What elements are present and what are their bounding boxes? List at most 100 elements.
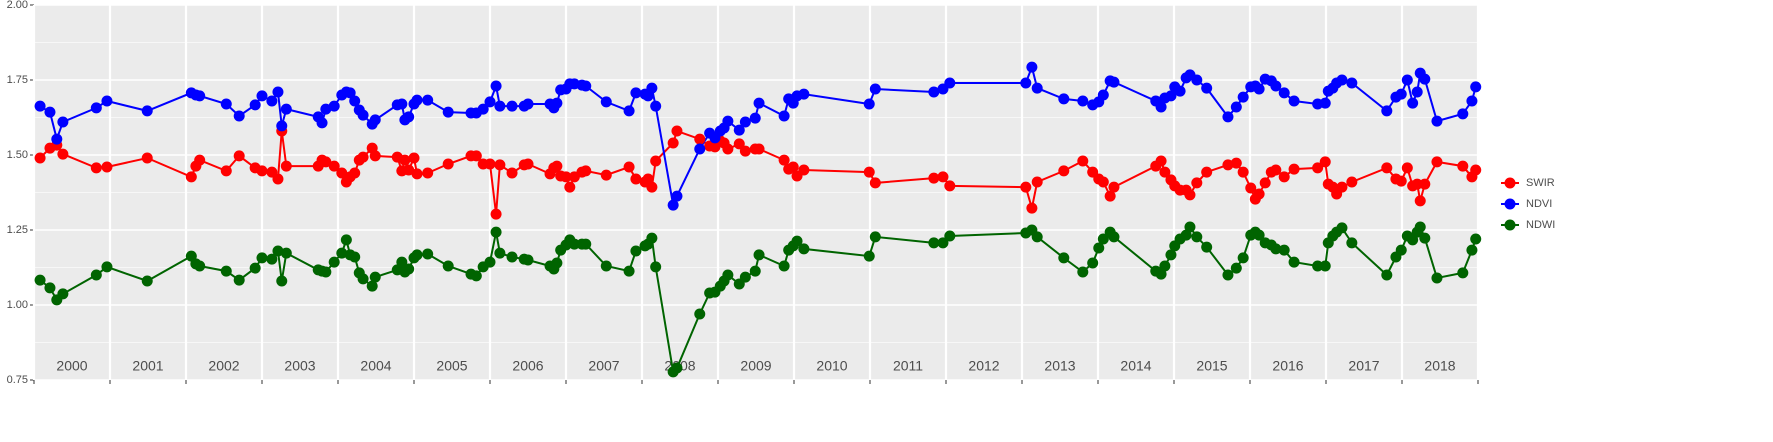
data-point bbox=[1077, 155, 1089, 167]
legend-key-point bbox=[1504, 219, 1516, 231]
data-point bbox=[194, 154, 206, 166]
data-point bbox=[753, 97, 765, 109]
data-point bbox=[1278, 244, 1290, 256]
data-point bbox=[141, 105, 153, 117]
data-point bbox=[369, 114, 381, 126]
data-point bbox=[256, 90, 268, 102]
data-point bbox=[1165, 249, 1177, 261]
data-point bbox=[349, 95, 361, 107]
y-tick-label: 1.00 bbox=[7, 299, 28, 311]
legend-label: NDWI bbox=[1526, 219, 1555, 231]
data-point bbox=[320, 156, 332, 168]
data-point bbox=[739, 145, 751, 157]
data-point bbox=[1093, 242, 1105, 254]
data-point bbox=[344, 87, 356, 99]
data-point bbox=[1270, 164, 1282, 176]
data-point bbox=[1237, 166, 1249, 178]
data-point bbox=[1108, 231, 1120, 243]
data-point bbox=[1288, 95, 1300, 107]
data-point bbox=[233, 110, 245, 122]
data-point bbox=[141, 275, 153, 287]
data-point bbox=[1411, 86, 1423, 98]
data-point bbox=[411, 94, 423, 106]
data-point bbox=[1278, 87, 1290, 99]
data-point bbox=[778, 154, 790, 166]
data-point bbox=[494, 100, 506, 112]
data-point bbox=[1253, 83, 1265, 95]
data-point bbox=[778, 110, 790, 122]
data-point bbox=[600, 169, 612, 181]
data-point bbox=[1346, 176, 1358, 188]
data-point bbox=[551, 257, 563, 269]
data-point bbox=[1184, 189, 1196, 201]
data-point bbox=[1411, 178, 1423, 190]
data-point bbox=[1201, 166, 1213, 178]
data-point bbox=[1077, 95, 1089, 107]
data-point bbox=[1174, 85, 1186, 97]
data-point bbox=[494, 247, 506, 259]
legend-key-point bbox=[1504, 198, 1516, 210]
data-point bbox=[506, 100, 518, 112]
data-point bbox=[1395, 244, 1407, 256]
data-point bbox=[266, 253, 278, 265]
data-point bbox=[249, 262, 261, 274]
data-point bbox=[1058, 165, 1070, 177]
data-point bbox=[1457, 108, 1469, 120]
data-point bbox=[494, 159, 506, 171]
data-point bbox=[1336, 74, 1348, 86]
data-point bbox=[1222, 159, 1234, 171]
data-point bbox=[272, 86, 284, 98]
data-point bbox=[1201, 241, 1213, 253]
data-point bbox=[1319, 260, 1331, 272]
y-tick-label: 1.50 bbox=[7, 149, 28, 161]
data-point bbox=[484, 96, 496, 108]
data-point bbox=[403, 111, 415, 123]
data-point bbox=[580, 165, 592, 177]
data-point bbox=[233, 274, 245, 286]
data-point bbox=[51, 133, 63, 145]
data-point bbox=[1237, 91, 1249, 103]
data-point bbox=[90, 269, 102, 281]
data-point bbox=[778, 260, 790, 272]
data-point bbox=[233, 150, 245, 162]
data-point bbox=[646, 82, 658, 94]
data-point bbox=[1312, 260, 1324, 272]
data-point bbox=[1259, 177, 1271, 189]
data-point bbox=[484, 256, 496, 268]
data-point bbox=[272, 245, 284, 257]
data-point bbox=[1414, 221, 1426, 233]
data-point bbox=[34, 274, 46, 286]
data-point bbox=[1381, 162, 1393, 174]
data-point bbox=[442, 158, 454, 170]
data-point bbox=[141, 152, 153, 164]
data-point bbox=[1159, 166, 1171, 178]
data-point bbox=[422, 94, 434, 106]
data-point bbox=[522, 158, 534, 170]
data-point bbox=[442, 260, 454, 272]
data-point bbox=[34, 152, 46, 164]
data-point bbox=[320, 266, 332, 278]
data-point bbox=[937, 237, 949, 249]
data-point bbox=[280, 247, 292, 259]
data-point bbox=[1346, 77, 1358, 89]
data-point bbox=[1381, 105, 1393, 117]
data-point bbox=[276, 120, 288, 132]
data-point bbox=[490, 208, 502, 220]
data-point bbox=[1346, 237, 1358, 249]
data-point bbox=[1191, 177, 1203, 189]
data-point bbox=[671, 125, 683, 137]
data-point bbox=[185, 171, 197, 183]
data-point bbox=[1087, 257, 1099, 269]
data-point bbox=[328, 160, 340, 172]
data-point bbox=[369, 150, 381, 162]
data-point bbox=[580, 80, 592, 92]
data-point bbox=[1097, 233, 1109, 245]
legend-label: NDVI bbox=[1526, 198, 1552, 210]
data-point bbox=[256, 165, 268, 177]
data-point bbox=[194, 90, 206, 102]
data-point bbox=[667, 199, 679, 211]
data-point bbox=[863, 250, 875, 262]
data-point bbox=[1319, 97, 1331, 109]
data-point bbox=[600, 260, 612, 272]
data-point bbox=[944, 77, 956, 89]
